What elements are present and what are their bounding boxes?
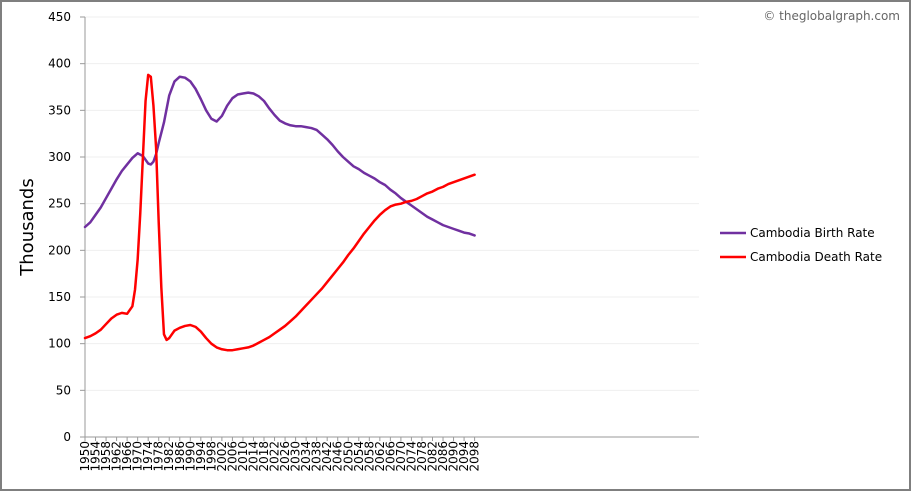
- series-line-birth-rate: [83, 75, 476, 237]
- y-tick-label: 150: [48, 290, 71, 304]
- series-line-death-rate: [83, 73, 476, 352]
- x-tick-label: 2042: [320, 441, 334, 472]
- x-tick-label: 1954: [89, 441, 103, 472]
- x-tick-label: 2050: [341, 441, 355, 472]
- x-tick-label: 2010: [236, 441, 250, 472]
- x-tick-label: 2094: [457, 441, 471, 472]
- x-tick-label: 1982: [162, 441, 176, 472]
- x-tick-label: 2030: [289, 441, 303, 472]
- legend-label-birth-rate: Cambodia Birth Rate: [750, 226, 875, 240]
- y-tick-label: 100: [48, 337, 71, 351]
- x-tick-label: 2058: [362, 441, 376, 472]
- x-tick-label: 2054: [352, 441, 366, 472]
- x-tick-label: 2034: [299, 441, 313, 472]
- x-tick-label: 1994: [194, 441, 208, 472]
- y-tick-label: 50: [56, 383, 71, 397]
- x-tick-label: 2090: [447, 441, 461, 472]
- x-tick-label: 2062: [373, 441, 387, 472]
- y-tick-label: 400: [48, 57, 71, 71]
- x-tick-label: 1966: [120, 441, 134, 472]
- y-tick-label: 200: [48, 243, 71, 257]
- y-tick-label: 250: [48, 197, 71, 211]
- x-tick-label: 1978: [152, 441, 166, 472]
- x-tick-label: 1958: [99, 441, 113, 472]
- x-tick-label: 2046: [331, 441, 345, 472]
- x-tick-label: 2018: [257, 441, 271, 472]
- y-tick-label: 0: [63, 430, 71, 444]
- y-tick-label: 350: [48, 103, 71, 117]
- copyright-notice: © theglobalgraph.com: [763, 9, 900, 23]
- x-tick-label: 1990: [183, 441, 197, 472]
- x-tick-label: 2006: [225, 441, 239, 472]
- x-tick-label: 1998: [204, 441, 218, 472]
- x-tick-label: 2066: [383, 441, 397, 472]
- x-tick-label: 2014: [246, 441, 260, 472]
- x-tick-label: 2038: [310, 441, 324, 472]
- y-tick-label: 300: [48, 150, 71, 164]
- x-tick-label: 1962: [110, 441, 124, 472]
- x-tick-label: 1970: [131, 441, 145, 472]
- x-tick-label: 2002: [215, 441, 229, 472]
- x-tick-label: 2070: [394, 441, 408, 472]
- x-tick-label: 1974: [141, 441, 155, 472]
- x-tick-label: 2022: [268, 441, 282, 472]
- x-tick-label: 1986: [173, 441, 187, 472]
- x-tick-label: 2098: [468, 441, 482, 472]
- x-tick-label: 1950: [78, 441, 92, 472]
- x-tick-label: 2082: [425, 441, 439, 472]
- y-axis-label: Thousands: [17, 178, 38, 276]
- y-tick-label: 450: [48, 10, 71, 24]
- x-tick-label: 2074: [404, 441, 418, 472]
- x-tick-label: 2026: [278, 441, 292, 472]
- x-tick-label: 2078: [415, 441, 429, 472]
- legend-label-death-rate: Cambodia Death Rate: [750, 250, 882, 264]
- x-tick-label: 2086: [436, 441, 450, 472]
